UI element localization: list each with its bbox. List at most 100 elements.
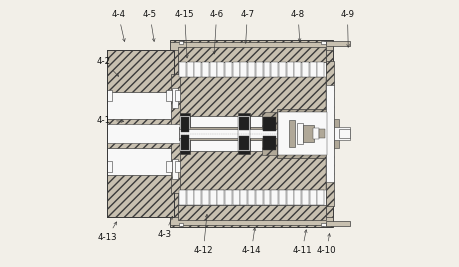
Bar bbox=[107, 124, 182, 143]
Bar bbox=[339, 129, 349, 138]
Bar bbox=[302, 62, 308, 77]
Bar bbox=[278, 62, 285, 77]
Bar bbox=[321, 41, 325, 44]
Bar bbox=[178, 205, 325, 220]
Bar bbox=[169, 42, 332, 50]
Text: 4-11: 4-11 bbox=[291, 230, 311, 256]
Bar bbox=[237, 113, 250, 154]
Bar bbox=[325, 41, 349, 46]
Bar bbox=[106, 161, 112, 172]
Text: 4-1: 4-1 bbox=[97, 116, 123, 125]
Bar bbox=[333, 119, 338, 148]
Bar bbox=[238, 136, 248, 150]
Bar bbox=[277, 112, 326, 155]
Text: 4-2: 4-2 bbox=[97, 57, 118, 76]
Bar bbox=[179, 41, 183, 44]
Bar bbox=[262, 112, 276, 155]
Bar bbox=[240, 190, 247, 205]
Bar bbox=[178, 77, 325, 190]
Bar bbox=[303, 125, 313, 142]
Bar bbox=[248, 62, 254, 77]
Bar bbox=[286, 62, 293, 77]
Bar bbox=[217, 190, 224, 205]
Text: 4-6: 4-6 bbox=[209, 10, 223, 54]
Bar bbox=[296, 123, 303, 144]
Bar bbox=[179, 223, 183, 226]
Bar bbox=[325, 85, 333, 182]
Bar bbox=[271, 62, 278, 77]
Bar bbox=[178, 116, 325, 151]
Bar bbox=[224, 190, 231, 205]
Bar bbox=[166, 90, 171, 101]
Bar bbox=[180, 135, 189, 150]
Bar bbox=[271, 190, 278, 205]
Text: 4-10: 4-10 bbox=[316, 234, 336, 256]
Bar bbox=[170, 74, 179, 193]
Bar bbox=[325, 221, 349, 226]
Bar bbox=[178, 47, 325, 62]
Bar bbox=[179, 127, 276, 140]
Bar bbox=[240, 62, 247, 77]
Bar bbox=[309, 190, 316, 205]
Bar bbox=[209, 190, 216, 205]
Bar bbox=[286, 190, 293, 205]
Text: 4-3: 4-3 bbox=[157, 216, 173, 239]
Bar bbox=[178, 47, 325, 220]
Bar bbox=[232, 62, 239, 77]
Bar bbox=[202, 190, 208, 205]
Bar bbox=[209, 62, 216, 77]
Bar bbox=[278, 190, 285, 205]
Bar bbox=[317, 190, 324, 205]
Text: 4-12: 4-12 bbox=[193, 214, 213, 256]
Bar bbox=[325, 61, 333, 206]
Bar bbox=[276, 109, 327, 158]
Text: 4-4: 4-4 bbox=[111, 10, 125, 41]
Text: 4-5: 4-5 bbox=[143, 10, 157, 41]
Bar bbox=[312, 128, 319, 139]
Bar bbox=[232, 190, 239, 205]
Bar bbox=[255, 190, 262, 205]
Bar bbox=[179, 116, 190, 151]
Bar bbox=[294, 190, 301, 205]
Text: 4-14: 4-14 bbox=[241, 228, 261, 256]
Bar bbox=[217, 62, 224, 77]
Bar bbox=[262, 117, 275, 131]
Text: 4-9: 4-9 bbox=[340, 10, 354, 47]
Bar bbox=[169, 217, 332, 225]
Bar bbox=[171, 159, 178, 179]
Bar bbox=[194, 190, 201, 205]
Bar bbox=[309, 62, 316, 77]
Bar bbox=[255, 62, 262, 77]
Bar bbox=[175, 161, 179, 172]
Bar bbox=[106, 90, 112, 101]
Text: 4-8: 4-8 bbox=[291, 10, 304, 41]
Bar bbox=[107, 92, 174, 175]
Bar bbox=[263, 62, 270, 77]
Bar bbox=[171, 88, 178, 108]
Bar bbox=[179, 113, 190, 154]
Bar bbox=[186, 62, 193, 77]
Text: 4-13: 4-13 bbox=[97, 222, 117, 242]
Bar bbox=[248, 190, 254, 205]
Bar bbox=[302, 190, 308, 205]
Bar bbox=[288, 120, 295, 147]
Bar bbox=[180, 117, 189, 132]
Bar bbox=[169, 40, 332, 227]
Bar bbox=[333, 127, 349, 140]
Text: 4-7: 4-7 bbox=[240, 10, 254, 43]
Bar bbox=[107, 50, 174, 217]
Text: 4-15: 4-15 bbox=[174, 10, 194, 58]
Bar bbox=[319, 129, 324, 138]
Bar bbox=[186, 190, 193, 205]
Bar bbox=[179, 129, 276, 138]
Bar bbox=[237, 116, 250, 151]
Bar bbox=[238, 117, 248, 130]
Bar bbox=[262, 136, 275, 150]
Bar bbox=[224, 62, 231, 77]
Bar bbox=[179, 62, 185, 77]
Bar bbox=[294, 62, 301, 77]
Bar bbox=[107, 119, 182, 148]
Bar bbox=[194, 62, 201, 77]
Bar bbox=[317, 62, 324, 77]
Bar bbox=[179, 190, 185, 205]
